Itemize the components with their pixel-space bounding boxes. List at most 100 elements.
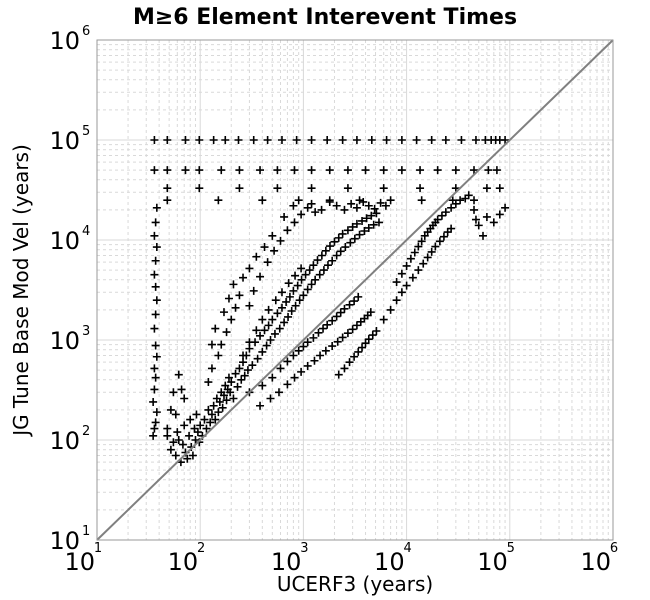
data-point <box>379 315 388 324</box>
data-point <box>350 234 359 243</box>
data-point <box>211 415 220 424</box>
x-tick-label: 10 <box>64 548 95 576</box>
data-point <box>283 226 292 235</box>
x-tick-label: 10 <box>477 548 508 576</box>
data-point <box>221 136 230 144</box>
data-point <box>209 136 218 144</box>
data-point <box>226 388 235 397</box>
data-point <box>294 346 303 355</box>
data-point <box>482 212 491 221</box>
data-point <box>321 346 330 355</box>
x-tick-exponent: 3 <box>300 541 308 556</box>
data-point <box>367 136 376 144</box>
data-point <box>447 224 456 233</box>
y-tick-label: 10 <box>49 27 80 55</box>
data-point <box>227 315 236 324</box>
data-point <box>307 136 316 144</box>
data-point <box>427 136 436 144</box>
data-point <box>277 288 286 297</box>
data-point <box>245 264 254 273</box>
data-point <box>151 218 160 227</box>
data-point <box>166 405 175 414</box>
x-tick-exponent: 6 <box>610 541 618 556</box>
data-point <box>427 247 436 256</box>
data-point <box>163 166 172 175</box>
data-point <box>340 364 349 373</box>
data-point <box>355 230 364 239</box>
data-point <box>293 281 302 290</box>
data-point <box>350 297 359 306</box>
data-point <box>370 204 379 213</box>
data-point <box>171 451 180 460</box>
data-point <box>358 216 367 225</box>
data-point <box>253 354 262 363</box>
data-point <box>150 385 159 394</box>
data-point <box>297 210 306 219</box>
data-point <box>289 286 298 295</box>
data-point <box>341 243 350 252</box>
y-tick-label: 10 <box>49 127 80 155</box>
data-point <box>283 357 292 366</box>
data-point <box>231 369 240 378</box>
x-tick-label: 10 <box>580 548 611 576</box>
data-point <box>291 301 300 310</box>
data-point <box>332 201 341 210</box>
data-point <box>239 351 248 360</box>
data-point <box>271 296 280 305</box>
data-point <box>284 279 293 288</box>
data-point <box>336 308 345 317</box>
data-point <box>262 341 271 350</box>
data-point <box>235 166 244 175</box>
data-point <box>392 278 401 287</box>
data-point <box>256 166 265 175</box>
data-point <box>151 256 160 265</box>
x-axis-label: UCERF3 (years) <box>277 572 433 596</box>
data-point <box>439 232 448 241</box>
data-point <box>299 342 308 351</box>
y-tick-label: 10 <box>49 327 80 355</box>
data-point <box>471 215 480 224</box>
data-point <box>151 341 160 350</box>
data-point <box>307 199 316 208</box>
data-point <box>338 333 347 342</box>
data-point <box>219 391 228 400</box>
data-point <box>248 361 257 370</box>
y-tick-label: 10 <box>49 427 80 455</box>
data-point <box>416 166 425 175</box>
data-point <box>423 253 432 262</box>
data-point <box>150 364 159 373</box>
data-point <box>224 373 233 382</box>
data-point <box>414 242 423 251</box>
data-point <box>319 266 328 275</box>
data-point <box>215 397 224 406</box>
data-point <box>235 291 244 300</box>
data-point <box>290 166 299 175</box>
data-point <box>180 394 189 403</box>
data-point <box>181 136 190 144</box>
y-tick-exponent: 3 <box>82 324 90 339</box>
y-tick-exponent: 1 <box>82 524 90 539</box>
x-tick-exponent: 2 <box>197 541 205 556</box>
data-point <box>495 210 504 219</box>
data-point <box>416 184 425 193</box>
data-point <box>245 338 254 347</box>
data-point <box>307 280 316 289</box>
data-point <box>196 421 205 430</box>
data-point <box>214 408 223 417</box>
data-point <box>369 220 378 229</box>
data-point <box>315 270 324 279</box>
data-point <box>214 351 223 360</box>
data-point <box>211 324 220 333</box>
data-point <box>276 364 285 373</box>
data-point <box>408 273 417 282</box>
data-point <box>437 211 446 220</box>
data-point <box>343 329 352 338</box>
x-tick-label: 10 <box>271 548 302 576</box>
data-point <box>299 291 308 300</box>
y-tick-label: 10 <box>49 227 80 255</box>
data-point <box>163 196 172 205</box>
data-point <box>334 233 343 242</box>
x-tick-label: 10 <box>374 548 405 576</box>
data-point <box>441 208 450 217</box>
data-point <box>273 184 282 193</box>
